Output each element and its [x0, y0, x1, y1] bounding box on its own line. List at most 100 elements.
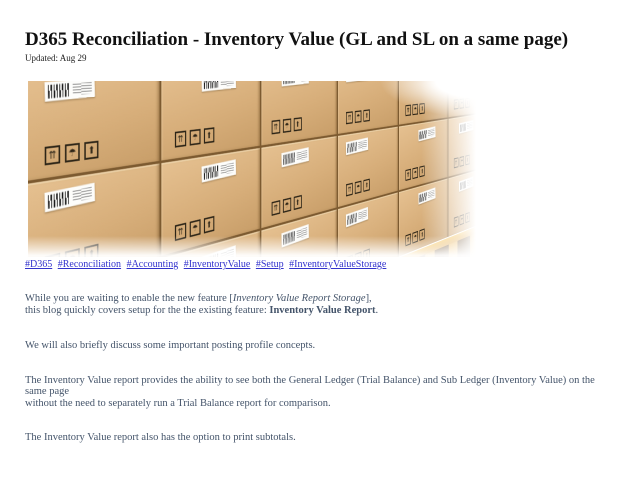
cardboard-box: ⇈☂⬆: [448, 81, 485, 118]
handling-symbols-row: ⇈☂⬆: [346, 109, 370, 125]
hashtag-link-inventoryvaluestorage[interactable]: #InventoryValueStorage: [289, 259, 387, 270]
feature-name-bold: Inventory Value Report: [269, 304, 376, 316]
fragile-arrow-icon: ⬆: [203, 127, 215, 144]
this-way-up-icon: ⇈: [271, 119, 281, 135]
fragile-arrow-icon: ⬆: [419, 165, 425, 178]
handling-symbols-row: ⇈☂⬆: [346, 248, 370, 257]
barcode-label: [418, 187, 436, 205]
barcode-icon: [47, 83, 70, 99]
barcode-icon: [459, 180, 467, 191]
umbrella-keep-dry-icon: ☂: [282, 197, 292, 214]
barcode-label: [201, 245, 236, 257]
barcode-icon: [203, 81, 219, 90]
box-grid: ⇈☂⬆⇈☂⬆⇈☂⬆⇈☂⬆⇈☂⬆⇈☂⬆⇈☂⬆⇈☂⬆⇈☂⬆⇈☂⬆⇈☂⬆⇈☂⬆⇈☂⬆⇈…: [28, 81, 485, 257]
this-way-up-icon: ⇈: [174, 130, 187, 148]
hashtag-link-inventoryvalue[interactable]: #InventoryValue: [183, 259, 251, 270]
hashtag-link-setup[interactable]: #Setup: [255, 259, 284, 270]
barcode-label: [418, 126, 436, 142]
box-wall: ⇈☂⬆⇈☂⬆⇈☂⬆⇈☂⬆⇈☂⬆⇈☂⬆⇈☂⬆⇈☂⬆⇈☂⬆⇈☂⬆⇈☂⬆⇈☂⬆⇈☂⬆⇈…: [28, 81, 485, 257]
handling-symbols-row: ⇈☂⬆: [453, 211, 470, 228]
fragile-arrow-icon: ⬆: [293, 117, 302, 132]
handling-symbols-row: ⇈☂⬆: [405, 165, 425, 182]
label-text-lines: [358, 140, 368, 150]
umbrella-keep-dry-icon: ☂: [459, 156, 465, 168]
fragile-arrow-icon: ⬆: [84, 243, 99, 257]
handling-symbols-row: ⇈☂⬆: [346, 178, 370, 197]
handling-symbols-row: ⇈☂⬆: [271, 117, 302, 135]
label-text-lines: [427, 128, 435, 137]
fragile-arrow-icon: ⬆: [363, 248, 370, 257]
handling-symbols-row: ⇈☂⬆: [405, 102, 425, 117]
fragile-arrow-icon: ⬆: [419, 102, 425, 115]
barcode-label: [346, 137, 369, 156]
label-text-lines: [296, 81, 308, 83]
barcode-label: [346, 81, 369, 83]
handling-symbols-row: ⇈☂⬆: [174, 216, 215, 242]
barcode-icon: [283, 81, 296, 85]
fragile-arrow-icon: ⬆: [363, 178, 370, 193]
fragile-arrow-icon: ⬆: [419, 228, 425, 241]
cardboard-box: ⇈☂⬆: [261, 81, 337, 146]
fragile-arrow-icon: ⬆: [465, 97, 470, 108]
hashtag-row: #D365 #Reconciliation #Accounting #Inven…: [25, 259, 615, 271]
barcode-label: [281, 224, 309, 249]
label-text-lines: [467, 122, 473, 130]
this-way-up-icon: ⇈: [453, 157, 459, 169]
paragraph-report-description: The Inventory Value report provides the …: [25, 375, 615, 410]
fragile-arrow-icon: ⬆: [203, 216, 215, 234]
this-way-up-icon: ⇈: [44, 144, 61, 166]
handling-symbols-row: ⇈☂⬆: [453, 97, 470, 110]
label-text-lines: [72, 186, 92, 203]
handling-symbols-row: ⇈☂⬆: [453, 154, 470, 169]
barcode-label: [201, 159, 236, 183]
umbrella-keep-dry-icon: ☂: [412, 103, 418, 116]
this-way-up-icon: ⇈: [44, 253, 61, 257]
umbrella-keep-dry-icon: ☂: [189, 219, 201, 238]
barcode-label: [44, 182, 96, 213]
barcode-label: [44, 81, 96, 103]
label-text-lines: [220, 249, 234, 257]
barcode-icon: [419, 129, 427, 140]
cardboard-box: ⇈☂⬆: [448, 112, 485, 177]
paragraph-text: .: [375, 304, 379, 316]
label-text-lines: [72, 82, 92, 96]
label-text-lines: [358, 209, 368, 221]
hashtag-link-d365[interactable]: #D365: [25, 259, 53, 270]
barcode-label: [201, 81, 236, 92]
barcode-icon: [347, 212, 358, 226]
this-way-up-icon: ⇈: [346, 111, 353, 125]
barcode-label: [458, 119, 474, 134]
page-title: D365 Reconciliation - Inventory Value (G…: [25, 29, 569, 50]
hashtag-link-reconciliation[interactable]: #Reconciliation: [57, 259, 122, 270]
barcode-icon: [283, 152, 296, 165]
handling-symbols-row: ⇈☂⬆: [44, 140, 99, 166]
paragraph-posting-profile: We will also briefly discuss some import…: [25, 340, 316, 351]
paragraph-text: without the need to separately run a Tri…: [25, 397, 331, 409]
umbrella-keep-dry-icon: ☂: [412, 230, 418, 244]
fragile-arrow-icon: ⬆: [465, 211, 470, 224]
hashtag-link-accounting[interactable]: #Accounting: [126, 259, 179, 270]
paragraph-intro: While you are waiting to enable the new …: [25, 293, 615, 316]
feature-name-italic: Inventory Value Report Storage: [232, 293, 366, 304]
barcode-icon: [347, 141, 358, 153]
cardboard-box: ⇈☂⬆: [161, 81, 260, 161]
this-way-up-icon: ⇈: [346, 182, 353, 197]
paragraph-text: ],: [365, 293, 372, 304]
fragile-arrow-icon: ⬆: [293, 195, 302, 211]
paragraph-text: The Inventory Value report provides the …: [25, 374, 595, 398]
umbrella-keep-dry-icon: ☂: [64, 248, 80, 257]
umbrella-keep-dry-icon: ☂: [282, 118, 292, 133]
barcode-label: [281, 81, 309, 87]
inventory-boxes-photo: ⇈☂⬆⇈☂⬆⇈☂⬆⇈☂⬆⇈☂⬆⇈☂⬆⇈☂⬆⇈☂⬆⇈☂⬆⇈☂⬆⇈☂⬆⇈☂⬆⇈☂⬆⇈…: [28, 81, 485, 257]
barcode-label: [458, 176, 474, 193]
fragile-arrow-icon: ⬆: [84, 140, 99, 160]
cardboard-box: ⇈☂⬆: [338, 81, 399, 134]
umbrella-keep-dry-icon: ☂: [354, 110, 362, 123]
cardboard-box: ⇈☂⬆: [399, 81, 448, 125]
barcode-label: [346, 207, 369, 228]
updated-date: Updated: Aug 29: [25, 53, 87, 63]
umbrella-keep-dry-icon: ☂: [459, 213, 465, 226]
this-way-up-icon: ⇈: [405, 233, 411, 247]
this-way-up-icon: ⇈: [405, 168, 411, 182]
this-way-up-icon: ⇈: [346, 254, 353, 257]
